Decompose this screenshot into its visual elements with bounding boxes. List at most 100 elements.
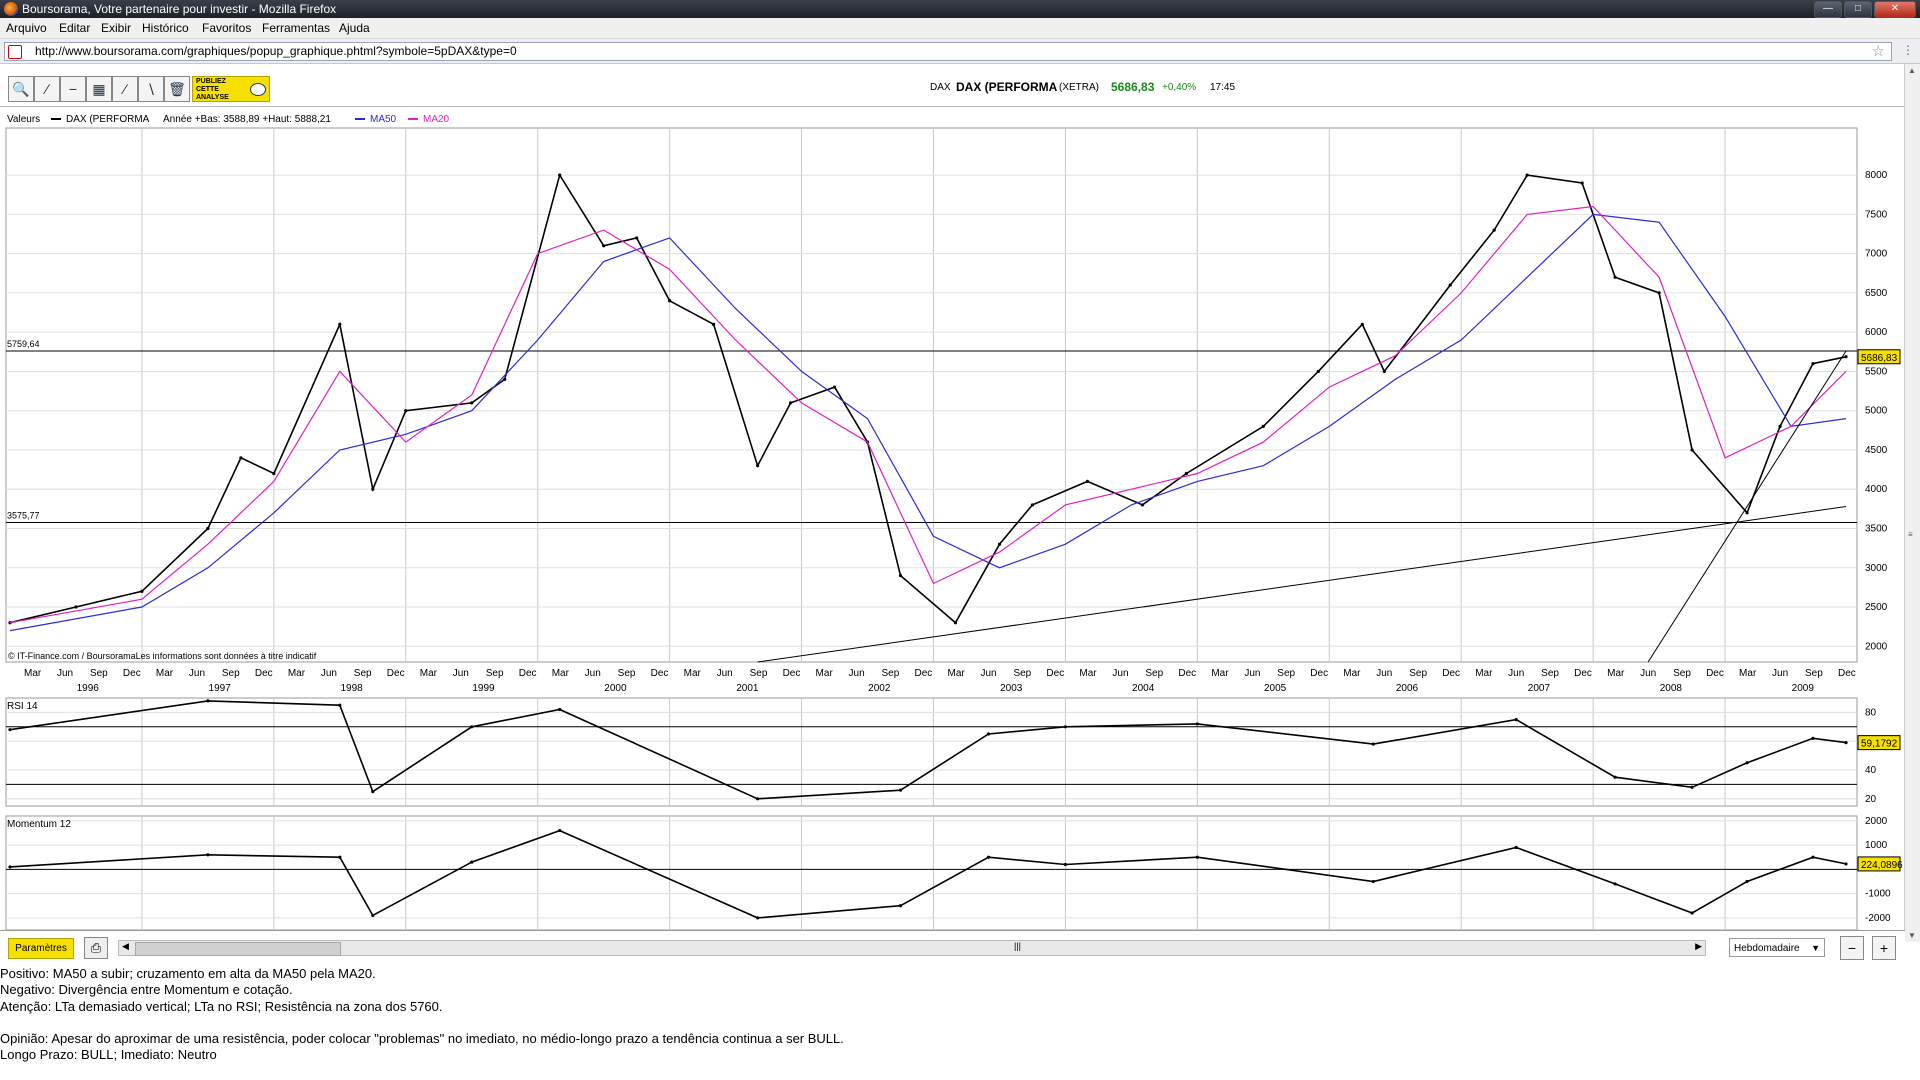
- publish-analysis-button[interactable]: PUBLIEZ CETTE ANALYSE: [192, 76, 270, 102]
- data-point: [788, 401, 793, 405]
- x-tick-month: Sep: [486, 668, 504, 679]
- period-select[interactable]: Hebdomadaire ▼: [1729, 938, 1825, 957]
- x-tick-month: Mar: [1079, 668, 1097, 679]
- data-point: [371, 913, 375, 918]
- chart-toolbar: 🔍 ∕ − ▦ ∕ ∖ 🗑 PUBLIEZ CETTE ANALYSE DAX …: [0, 64, 1905, 107]
- scroll-thumb[interactable]: [135, 942, 341, 956]
- note-attention: Atenção: LTa demasiado vertical; LTa no …: [0, 998, 443, 1014]
- zoom-tool-icon[interactable]: 🔍: [8, 76, 34, 102]
- x-tick-month: Jun: [1640, 668, 1656, 679]
- data-point: [404, 409, 408, 413]
- x-tick-month: Sep: [750, 668, 768, 679]
- legend-ma20-swatch: [408, 118, 418, 120]
- legend-series: DAX (PERFORMA: [66, 114, 150, 125]
- last-value-marker: [1857, 349, 1901, 365]
- maximize-button[interactable]: □: [1844, 1, 1872, 18]
- data-point: [1844, 862, 1848, 866]
- data-point: [371, 790, 375, 794]
- parallel-tool-icon[interactable]: ∕: [112, 76, 138, 102]
- data-point: [602, 244, 606, 248]
- menu-editar[interactable]: Editar: [59, 21, 91, 35]
- x-tick-month: Dec: [123, 668, 141, 679]
- trendline-tool-icon[interactable]: ∕: [34, 76, 60, 102]
- x-tick-month: Dec: [1574, 668, 1592, 679]
- x-tick-year: 1997: [209, 683, 232, 694]
- scroll-up-icon[interactable]: ▲: [1908, 66, 1916, 75]
- menu-arquivo[interactable]: Arquivo: [6, 21, 47, 35]
- menu-exibir[interactable]: Exibir: [101, 21, 132, 35]
- close-button[interactable]: ✕: [1874, 1, 1916, 18]
- y-tick-label: -2000: [1865, 913, 1891, 924]
- bookmark-star-icon[interactable]: ☆: [1871, 43, 1885, 60]
- x-tick-year: 2008: [1660, 683, 1683, 694]
- y-tick-label: 7000: [1865, 249, 1888, 260]
- series-line-ma50: [9, 213, 1847, 632]
- legend-valeurs: Valeurs: [7, 114, 40, 125]
- data-point: [1811, 736, 1815, 740]
- channel-tool-icon[interactable]: ▦: [86, 76, 112, 102]
- chevron-down-icon: ▼: [1811, 943, 1820, 953]
- menu-ferramentas[interactable]: Ferramentas: [262, 21, 331, 35]
- scroll-left-icon[interactable]: ◀: [122, 941, 129, 951]
- publish-label-1: PUBLIEZ: [196, 78, 226, 85]
- data-point: [1613, 882, 1617, 886]
- url-dropdown-icon[interactable]: ⋮: [1902, 43, 1914, 57]
- momentum-panel: -2000 -1000 1000 2000 Momentum 12 224,0896: [5, 815, 1903, 930]
- data-point: [371, 487, 375, 491]
- trendline: [757, 506, 1847, 663]
- x-tick-month: Jun: [321, 668, 337, 679]
- data-point: [1371, 742, 1375, 746]
- delete-trash-icon[interactable]: 🗑: [164, 76, 190, 102]
- series-line-rsi-14: [9, 700, 1847, 800]
- note-positive: Positivo: MA50 a subir; cruzamento em al…: [0, 966, 376, 981]
- url-input[interactable]: http://www.boursorama.com/graphiques/pop…: [4, 42, 1892, 61]
- y-tick-label: 6000: [1865, 327, 1888, 338]
- legend-ma20: MA20: [423, 114, 450, 125]
- x-tick-year: 2007: [1528, 683, 1551, 694]
- x-tick-month: Sep: [1673, 668, 1691, 679]
- scroll-grip-icon[interactable]: ≡: [1908, 530, 1913, 539]
- data-point: [1525, 173, 1529, 177]
- parameters-button[interactable]: Paramètres: [8, 938, 74, 959]
- y-tick-label: 20: [1865, 794, 1877, 805]
- menu-historico[interactable]: Histórico: [142, 21, 189, 35]
- data-point: [206, 699, 210, 703]
- scroll-grip-icon[interactable]: |||: [1014, 941, 1022, 951]
- x-tick-month: Dec: [387, 668, 405, 679]
- chart-area[interactable]: Valeurs DAX (PERFORMA Année +Bas: 3588,8…: [0, 106, 1905, 930]
- data-point: [1448, 283, 1452, 287]
- y-tick-label: 2000: [1865, 641, 1888, 652]
- quote-name: DAX (PERFORMA: [956, 80, 1058, 94]
- scroll-right-icon[interactable]: ▶: [1695, 941, 1702, 951]
- data-point: [558, 707, 562, 712]
- data-point: [338, 855, 342, 859]
- quote-time: 17:45: [1210, 82, 1236, 93]
- data-point: [668, 299, 672, 303]
- data-point: [1195, 722, 1199, 726]
- minimize-button[interactable]: —: [1814, 1, 1842, 18]
- data-point: [1745, 511, 1749, 515]
- menu-favoritos[interactable]: Favoritos: [202, 21, 252, 35]
- data-point: [140, 589, 144, 593]
- data-point: [1261, 424, 1265, 429]
- fibonacci-tool-icon[interactable]: ∖: [138, 76, 164, 102]
- scroll-down-icon[interactable]: ▼: [1908, 931, 1916, 940]
- x-tick-month: Jun: [717, 668, 733, 679]
- chart-bottom-bar: Paramètres ⎙ ◀ ||| ▶ Hebdomadaire ▼ − +: [0, 930, 1905, 965]
- horizontal-line-tool-icon[interactable]: −: [60, 76, 86, 102]
- data-point: [1030, 503, 1035, 507]
- horizontal-scrollbar[interactable]: ◀ ||| ▶: [118, 940, 1706, 956]
- x-tick-year: 1998: [340, 683, 363, 694]
- zoom-out-icon[interactable]: −: [1840, 936, 1864, 960]
- window-titlebar: Boursorama, Votre partenaire pour invest…: [0, 0, 1920, 18]
- x-tick-year: 2001: [736, 683, 759, 694]
- note-opinion: Opinião: Apesar do aproximar de uma resi…: [0, 1031, 844, 1047]
- vertical-scrollbar[interactable]: ▲ ≡ ▼: [1904, 64, 1920, 942]
- x-tick-month: Dec: [783, 668, 801, 679]
- zoom-in-icon[interactable]: +: [1872, 936, 1896, 960]
- menu-ajuda[interactable]: Ajuda: [339, 21, 370, 35]
- address-bar: http://www.boursorama.com/graphiques/pop…: [0, 39, 1920, 64]
- legend-range: Année +Bas: 3588,89 +Haut: 5888,21: [163, 114, 331, 125]
- data-point: [1613, 775, 1617, 779]
- print-icon[interactable]: ⎙: [84, 937, 108, 959]
